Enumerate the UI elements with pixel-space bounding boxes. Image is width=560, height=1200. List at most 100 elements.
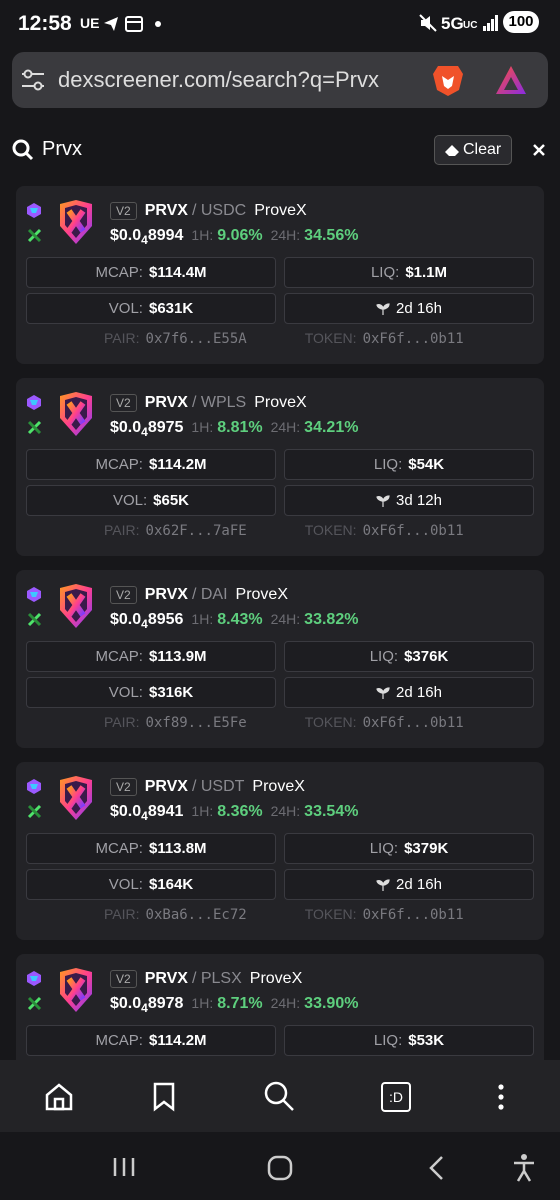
mcap-box-label: MCAP: (95, 1032, 143, 1049)
dex-icon-svg (27, 996, 42, 1011)
menu-button[interactable] (496, 1082, 506, 1112)
pair-header: V2 PRVX / WPLS ProveX (110, 394, 307, 412)
dex-icon (26, 803, 43, 825)
liq-box-label: LIQ: (373, 456, 403, 473)
dex-icon (26, 227, 43, 249)
recents-button[interactable] (112, 1156, 136, 1178)
mcap-box: MCAP: $114.2M (26, 449, 276, 480)
token-logo-svg (60, 968, 92, 1012)
dex-icon-svg (27, 804, 42, 819)
price-digits: 8994 (147, 227, 184, 244)
accessibility-button[interactable] (512, 1153, 536, 1183)
pair-card[interactable]: V2 PRVX / USDC ProveX $0.0 4 8994 1H: 9.06% 24H: 3… (16, 186, 544, 364)
address-row: PAIR: 0x7f6...E55A TOKEN: 0xF6f...0b11 (104, 330, 464, 347)
search-query[interactable]: Prvx (42, 138, 82, 160)
close-icon[interactable] (532, 143, 546, 157)
mcap-value: $113.8M (148, 840, 207, 857)
token-label: TOKEN: (304, 714, 357, 730)
back-button[interactable] (428, 1155, 444, 1181)
change-24h: 33.90% (304, 995, 359, 1012)
home-nav-button[interactable] (267, 1155, 293, 1181)
sprout-svg (376, 302, 390, 315)
price-zeros: 4 (141, 1001, 148, 1015)
address-row: PAIR: 0xf89...E5Fe TOKEN: 0xF6f...0b11 (104, 714, 464, 731)
liq-box-label: LIQ: (369, 840, 399, 857)
pair-address: 0x62F...7aFE (145, 523, 247, 539)
change-24h: 34.21% (304, 419, 359, 436)
token-logo (56, 584, 96, 635)
search-button[interactable] (263, 1080, 295, 1112)
liq-value: $376K (404, 648, 449, 665)
change-1h-label: 1H: (191, 419, 214, 435)
site-settings-icon[interactable] (20, 68, 46, 92)
dex-icon-svg (27, 612, 42, 627)
change-24h: 33.82% (304, 611, 359, 628)
age-value: 3d 12h (396, 492, 442, 509)
token-name: ProveX (235, 586, 288, 603)
clear-label[interactable]: Clear (463, 141, 502, 158)
home-button[interactable] (44, 1082, 74, 1112)
age-box: 2d 16h (284, 293, 534, 324)
vol-box-label: VOL: (108, 876, 143, 893)
token-name: ProveX (252, 778, 305, 795)
brave-icon[interactable] (430, 62, 466, 98)
chain-icon-svg (27, 203, 41, 218)
url[interactable]: dexscreener.com/search?q=Prvx (58, 67, 379, 92)
base-symbol: PRVX (144, 394, 188, 411)
chain-icon-svg (27, 395, 41, 410)
liq-value: $53K (408, 1032, 445, 1049)
chain-icon-svg (27, 587, 41, 602)
vol-value: $164K (148, 876, 194, 893)
base-symbol: PRVX (144, 778, 188, 795)
change-1h-label: 1H: (191, 803, 214, 819)
mcap-value: $114.2M (148, 456, 207, 473)
rewards-icon[interactable] (494, 64, 528, 96)
liq-box-label: LIQ: (373, 1032, 403, 1049)
tabs-button[interactable]: :D (381, 1082, 411, 1112)
pair-card[interactable]: V2 PRVX / PLSX ProveX $0.0 4 8978 1H: 8.71% 24H: 3… (16, 954, 544, 1060)
sprout-svg (376, 686, 390, 699)
liq-box: LIQ: $376K (284, 641, 534, 672)
change-1h: 8.71% (217, 995, 263, 1012)
change-24h-label: 24H: (270, 419, 301, 435)
token-address: 0xF6f...0b11 (362, 331, 464, 347)
chain-icon-svg (27, 779, 41, 794)
bookmark-button[interactable] (152, 1082, 176, 1112)
liq-box: LIQ: $53K (284, 1025, 534, 1056)
liq-box-label: LIQ: (369, 648, 399, 665)
sprout-icon (376, 302, 390, 316)
price-zeros: 4 (141, 233, 148, 247)
dex-icon (26, 611, 43, 633)
token-label: TOKEN: (304, 906, 357, 922)
change-1h-label: 1H: (191, 995, 214, 1011)
mcap-box-label: MCAP: (95, 648, 143, 665)
version-badge: V2 (110, 778, 137, 796)
sprout-icon (376, 494, 390, 508)
quote-symbol: / USDT (191, 778, 245, 795)
price-prefix: $0.0 (110, 419, 142, 436)
token-label: TOKEN: (304, 522, 357, 538)
change-1h-label: 1H: (191, 611, 214, 627)
mcap-box-label: MCAP: (95, 264, 143, 281)
pair-card[interactable]: V2 PRVX / WPLS ProveX $0.0 4 8975 1H: 8.81% 24H: 3… (16, 378, 544, 556)
pair-card[interactable]: V2 PRVX / USDT ProveX $0.0 4 8941 1H: 8.36% 24H: 3… (16, 762, 544, 940)
clear-button[interactable]: Clear (434, 135, 512, 165)
token-name: ProveX (254, 202, 307, 219)
sprout-icon (376, 686, 390, 700)
mcap-box-label: MCAP: (95, 456, 143, 473)
price-zeros: 4 (141, 425, 148, 439)
address-row: PAIR: 0xBa6...Ec72 TOKEN: 0xF6f...0b11 (104, 906, 464, 923)
change-1h: 9.06% (217, 227, 263, 244)
price-row: $0.0 4 8994 1H: 9.06% 24H: 34.56% (110, 227, 358, 247)
price-row: $0.0 4 8975 1H: 8.81% 24H: 34.21% (110, 419, 359, 439)
address-bar[interactable]: dexscreener.com/search?q=Prvx (12, 52, 548, 108)
vol-box: VOL: $631K (26, 293, 276, 324)
chain-icon-svg (27, 971, 41, 986)
pair-address: 0xBa6...Ec72 (145, 907, 247, 923)
pair-card[interactable]: V2 PRVX / DAI ProveX $0.0 4 8956 1H: 8.43% 24H: 33… (16, 570, 544, 748)
liq-value: $379K (404, 840, 449, 857)
vol-box-label: VOL: (112, 492, 148, 509)
price-digits: 8956 (147, 611, 184, 628)
